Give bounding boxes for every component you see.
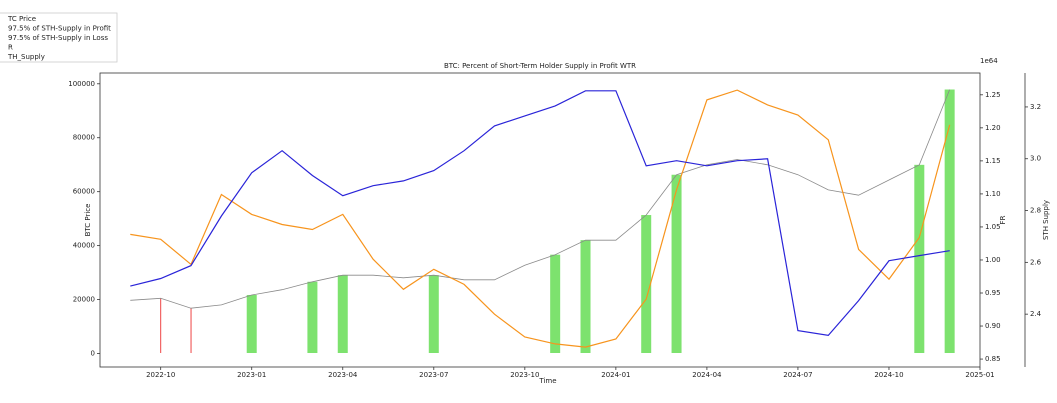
x-tick-label: 2024-01 xyxy=(601,371,630,379)
y2-tick-label: 1.25 xyxy=(985,91,1001,99)
y3-tick-label: 2.6 xyxy=(1030,258,1042,266)
y2-tick-label: 1.10 xyxy=(985,190,1001,198)
profit-bar xyxy=(914,164,925,353)
y-tick-label: 40000 xyxy=(73,242,95,250)
y-tick-label: 100000 xyxy=(68,80,95,88)
y2-tick-label: 1.15 xyxy=(985,157,1001,165)
y2-tick-label: 0.85 xyxy=(985,355,1001,363)
plot-frame xyxy=(99,72,981,368)
series-line xyxy=(130,89,951,309)
x-tick-label: 2023-01 xyxy=(237,371,266,379)
plot-area xyxy=(130,89,955,354)
profit-bar xyxy=(337,275,348,353)
chart-title: BTC: Percent of Short-Term Holder Supply… xyxy=(444,62,636,70)
x-tick-label: 2024-10 xyxy=(874,371,903,379)
legend-label: TH_Supply xyxy=(7,53,45,61)
profit-bar xyxy=(944,89,955,354)
y3-axis-label: STH Supply xyxy=(1042,200,1050,240)
series-line xyxy=(130,90,950,337)
profit-bar xyxy=(641,215,652,353)
legend-label: R xyxy=(8,44,13,52)
y-tick-label: 20000 xyxy=(73,296,95,304)
profit-bar xyxy=(580,240,591,353)
legend-label: 97.5% of STH-Supply in Profit xyxy=(8,25,111,33)
legend-box xyxy=(0,12,118,63)
y3-tick-label: 2.8 xyxy=(1030,207,1041,215)
y2-tick-label: 1.05 xyxy=(985,223,1001,231)
y2-tick-label: 0.90 xyxy=(985,322,1001,330)
x-tick-label: 2025-01 xyxy=(965,371,994,379)
y2-axis-label: FR xyxy=(999,215,1007,224)
y2-tick-label: 1.00 xyxy=(985,256,1001,264)
y-axis-label: BTC Price xyxy=(84,204,92,237)
y3-tick-label: 3.2 xyxy=(1030,103,1041,111)
y2-tick-label: 0.95 xyxy=(985,289,1001,297)
series-line xyxy=(130,89,951,348)
profit-bar xyxy=(671,174,682,353)
y2-offset-text: 1e64 xyxy=(980,57,998,65)
legend-label: 97.5% of STH-Supply in Loss xyxy=(8,34,108,42)
y3-tick-label: 3.0 xyxy=(1030,155,1041,163)
y-tick-label: 0 xyxy=(91,350,95,358)
legend-label: TC Price xyxy=(7,15,36,23)
y3-tick-label: 2.4 xyxy=(1030,310,1042,318)
x-tick-label: 2024-04 xyxy=(692,371,722,379)
x-tick-label: 2023-04 xyxy=(328,371,358,379)
x-tick-label: 2023-07 xyxy=(419,371,448,379)
profit-bar xyxy=(246,294,257,353)
x-tick-label: 2023-10 xyxy=(510,371,539,379)
y2-tick-label: 1.20 xyxy=(985,124,1001,132)
y-tick-label: 60000 xyxy=(73,188,95,196)
profit-bar xyxy=(307,281,318,353)
x-axis-label: Time xyxy=(538,377,556,385)
y-tick-label: 80000 xyxy=(73,134,95,142)
profit-bar xyxy=(550,254,561,353)
profit-bar xyxy=(428,275,439,353)
x-tick-label: 2024-07 xyxy=(783,371,812,379)
x-tick-label: 2022-10 xyxy=(146,371,175,379)
